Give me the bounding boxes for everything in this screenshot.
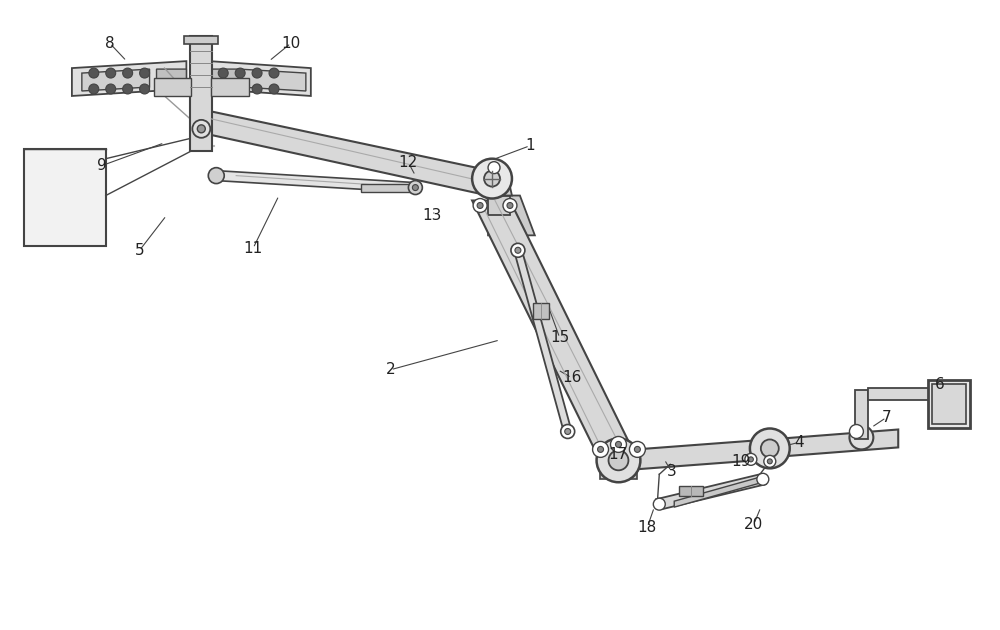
- Circle shape: [484, 171, 500, 186]
- Text: 10: 10: [281, 36, 301, 50]
- Polygon shape: [488, 195, 535, 236]
- Circle shape: [218, 68, 228, 78]
- Bar: [932, 384, 966, 423]
- Circle shape: [615, 442, 621, 447]
- Polygon shape: [216, 171, 415, 193]
- Circle shape: [849, 425, 873, 449]
- Circle shape: [269, 68, 279, 78]
- Text: 2: 2: [386, 362, 395, 377]
- Polygon shape: [488, 169, 512, 195]
- Circle shape: [197, 125, 205, 133]
- Circle shape: [565, 428, 571, 435]
- Circle shape: [745, 454, 757, 466]
- Polygon shape: [199, 109, 490, 195]
- Circle shape: [140, 84, 150, 94]
- Text: 12: 12: [399, 155, 418, 170]
- Circle shape: [849, 425, 863, 438]
- Text: 8: 8: [105, 36, 115, 50]
- Circle shape: [473, 198, 487, 212]
- Circle shape: [235, 84, 245, 94]
- Circle shape: [767, 459, 772, 464]
- Bar: [928, 380, 970, 428]
- Circle shape: [106, 68, 116, 78]
- Polygon shape: [157, 69, 186, 91]
- Circle shape: [503, 198, 517, 212]
- Circle shape: [561, 425, 575, 438]
- Circle shape: [89, 84, 99, 94]
- Circle shape: [472, 159, 512, 198]
- Text: 11: 11: [243, 241, 263, 256]
- Text: 9: 9: [97, 158, 107, 173]
- Bar: [679, 486, 703, 496]
- Text: 15: 15: [550, 330, 569, 345]
- Circle shape: [757, 473, 769, 485]
- Bar: [190, 37, 212, 151]
- Circle shape: [235, 68, 245, 78]
- Polygon shape: [656, 474, 766, 509]
- Text: 4: 4: [794, 435, 803, 450]
- Text: 1: 1: [525, 138, 535, 153]
- Bar: [211, 78, 249, 96]
- Circle shape: [192, 120, 210, 138]
- Polygon shape: [514, 250, 572, 432]
- Circle shape: [764, 455, 776, 467]
- Polygon shape: [239, 69, 306, 91]
- Circle shape: [123, 68, 133, 78]
- Bar: [533, 303, 549, 319]
- Bar: [361, 183, 412, 192]
- Polygon shape: [770, 430, 898, 457]
- Bar: [154, 78, 191, 96]
- Circle shape: [89, 68, 99, 78]
- Polygon shape: [472, 200, 637, 459]
- Polygon shape: [209, 69, 239, 91]
- Circle shape: [488, 162, 500, 174]
- Circle shape: [218, 84, 228, 94]
- Circle shape: [634, 447, 640, 452]
- Circle shape: [511, 243, 525, 257]
- Circle shape: [653, 498, 665, 510]
- Text: 6: 6: [935, 377, 945, 392]
- Text: 20: 20: [744, 517, 764, 532]
- Polygon shape: [600, 461, 637, 479]
- Text: 17: 17: [608, 447, 627, 462]
- Circle shape: [408, 181, 422, 195]
- Circle shape: [477, 202, 483, 209]
- Circle shape: [609, 450, 628, 471]
- Circle shape: [412, 185, 418, 190]
- Bar: [868, 387, 930, 399]
- Circle shape: [597, 438, 640, 482]
- Polygon shape: [674, 476, 763, 507]
- Circle shape: [252, 84, 262, 94]
- Circle shape: [761, 440, 779, 457]
- Polygon shape: [82, 69, 150, 91]
- Circle shape: [611, 437, 626, 452]
- Bar: [184, 37, 218, 44]
- Text: 18: 18: [638, 520, 657, 535]
- Bar: [24, 149, 106, 246]
- Text: 13: 13: [423, 208, 442, 223]
- Polygon shape: [488, 195, 510, 215]
- Circle shape: [123, 84, 133, 94]
- Polygon shape: [209, 61, 311, 96]
- Polygon shape: [610, 440, 769, 471]
- Text: 3: 3: [666, 464, 676, 479]
- Circle shape: [748, 457, 753, 462]
- Polygon shape: [72, 61, 186, 96]
- Circle shape: [252, 68, 262, 78]
- Circle shape: [507, 202, 513, 209]
- Text: 5: 5: [135, 243, 144, 258]
- Text: 19: 19: [731, 454, 751, 469]
- Text: 16: 16: [562, 370, 581, 385]
- Circle shape: [106, 84, 116, 94]
- Circle shape: [269, 84, 279, 94]
- Text: 7: 7: [881, 410, 891, 425]
- Circle shape: [750, 428, 790, 468]
- Circle shape: [629, 442, 645, 457]
- Circle shape: [593, 442, 609, 457]
- Bar: [855, 390, 868, 440]
- Circle shape: [208, 168, 224, 183]
- Circle shape: [598, 447, 604, 452]
- Circle shape: [515, 248, 521, 253]
- Circle shape: [140, 68, 150, 78]
